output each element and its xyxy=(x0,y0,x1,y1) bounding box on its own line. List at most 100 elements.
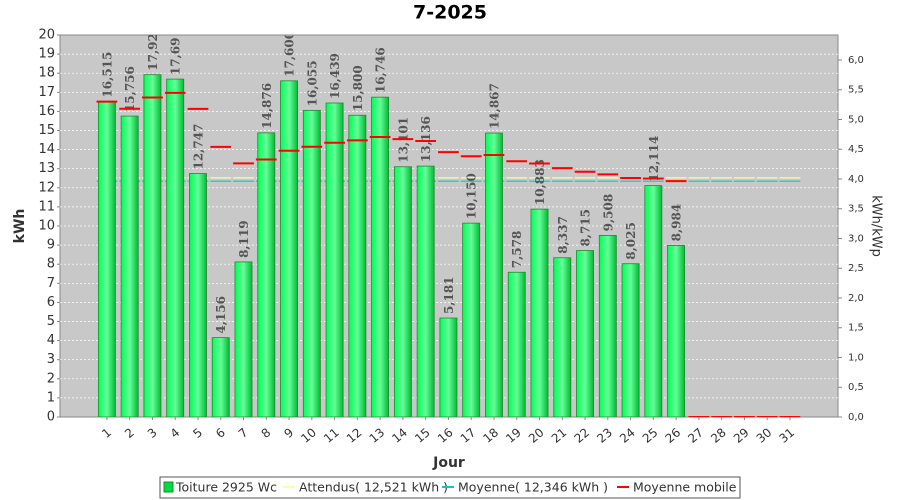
y2-tick-label: 0,5 xyxy=(848,382,864,393)
y2-tick-label: 0,0 xyxy=(848,412,864,423)
y2-tick-label: 5,5 xyxy=(848,85,864,96)
x-tick-label: 12 xyxy=(344,425,365,446)
y-tick-label: 18 xyxy=(38,66,55,81)
data-label: 15,800 xyxy=(351,65,365,111)
x-tick-label: 7 xyxy=(236,425,251,441)
bar xyxy=(439,317,458,417)
x-tick-label: 23 xyxy=(594,425,615,446)
bar xyxy=(348,114,367,417)
x-tick-label: 11 xyxy=(321,425,342,446)
x-tick-label: 25 xyxy=(640,425,661,446)
y-tick-label: 16 xyxy=(38,104,55,119)
data-label: 17,600 xyxy=(283,31,297,77)
legend-label: Attendus( 12,521 kWh ) xyxy=(299,480,448,495)
y2-tick-label: 3,0 xyxy=(848,233,864,244)
legend-swatch xyxy=(163,481,174,493)
y2-tick-label: 3,5 xyxy=(848,204,864,215)
bar xyxy=(211,337,230,417)
bar xyxy=(257,132,276,417)
y2-tick-label: 1,0 xyxy=(848,352,864,363)
data-label: 13,136 xyxy=(419,116,433,162)
x-tick-label: 6 xyxy=(213,425,228,441)
data-label: 17,69 xyxy=(169,38,183,76)
data-label: 15,756 xyxy=(123,66,137,112)
x-tick-label: 24 xyxy=(617,425,638,446)
y-tick-label: 1 xyxy=(47,390,55,405)
y2-tick-label: 5,0 xyxy=(848,114,864,125)
x-tick-label: 2 xyxy=(122,425,137,441)
y2-tick-label: 4,0 xyxy=(848,174,864,185)
bar xyxy=(371,96,390,417)
y2-tick-label: 6,0 xyxy=(848,55,864,66)
data-label: 8,984 xyxy=(670,204,684,242)
data-label: 8,715 xyxy=(579,209,593,247)
bar xyxy=(325,102,344,417)
data-label: 8,119 xyxy=(237,220,251,258)
bar xyxy=(530,208,549,417)
data-label: 16,439 xyxy=(328,53,342,99)
bar xyxy=(97,101,116,417)
y-tick-label: 6 xyxy=(47,295,55,310)
y-axis-label: kWh xyxy=(12,209,28,244)
x-tick-label: 9 xyxy=(281,425,296,441)
x-tick-label: 1 xyxy=(99,425,114,441)
bar xyxy=(621,263,640,417)
y-tick-label: 8 xyxy=(47,257,55,272)
data-label: 16,746 xyxy=(374,47,388,93)
x-tick-label: 29 xyxy=(731,425,752,446)
x-tick-label: 14 xyxy=(389,425,410,446)
bar xyxy=(166,78,185,417)
legend-label: Toiture 2925 Wc xyxy=(175,480,277,495)
bar xyxy=(143,74,162,417)
x-tick-label: 8 xyxy=(259,425,274,441)
data-label: 7,578 xyxy=(510,231,524,269)
bar xyxy=(234,261,253,417)
data-label: 17,92 xyxy=(146,33,160,71)
bar xyxy=(598,234,617,417)
y2-tick-label: 1,5 xyxy=(848,323,864,334)
x-tick-label: 5 xyxy=(190,425,205,441)
bar xyxy=(462,222,481,417)
data-label: 4,156 xyxy=(214,296,228,334)
x-tick-label: 19 xyxy=(503,425,524,446)
data-label: 14,876 xyxy=(260,83,274,129)
x-tick-label: 30 xyxy=(754,425,775,446)
data-label: 12,114 xyxy=(647,136,661,182)
bar xyxy=(667,245,686,417)
data-label: 10,150 xyxy=(465,173,479,219)
data-label: 8,337 xyxy=(556,216,570,254)
x-tick-label: 26 xyxy=(663,425,684,446)
bar xyxy=(576,250,594,417)
data-label: 12,747 xyxy=(191,124,205,170)
bar xyxy=(644,185,663,417)
bar xyxy=(553,257,572,417)
x-tick-label: 20 xyxy=(526,425,547,446)
y2-tick-label: 2,5 xyxy=(848,263,864,274)
x-tick-label: 18 xyxy=(480,425,501,446)
y2-tick-label: 2,0 xyxy=(848,293,864,304)
y-tick-label: 15 xyxy=(38,123,55,138)
y2-tick-label: 4,5 xyxy=(848,144,864,155)
y-tick-label: 20 xyxy=(38,28,55,43)
x-tick-label: 17 xyxy=(458,425,479,446)
y-tick-label: 5 xyxy=(47,314,55,329)
data-label: 9,508 xyxy=(601,194,615,232)
bar xyxy=(189,173,207,417)
x-tick-label: 15 xyxy=(412,425,433,446)
y-tick-label: 9 xyxy=(47,238,55,253)
x-tick-label: 21 xyxy=(549,425,570,446)
y2-axis-label: kWh/kWp xyxy=(869,195,884,257)
y-tick-label: 14 xyxy=(38,142,55,157)
bar xyxy=(120,115,139,417)
bar xyxy=(507,271,526,417)
legend-label: Moyenne( 12,346 kWh ) xyxy=(458,480,608,495)
y-tick-label: 13 xyxy=(38,161,55,176)
x-tick-label: 4 xyxy=(168,425,183,441)
y-tick-label: 17 xyxy=(38,85,55,100)
bar xyxy=(302,109,321,417)
y-tick-label: 7 xyxy=(47,276,55,291)
y-tick-label: 3 xyxy=(47,352,55,367)
x-tick-label: 27 xyxy=(685,425,706,446)
x-tick-label: 28 xyxy=(708,425,729,446)
x-tick-label: 13 xyxy=(367,425,388,446)
